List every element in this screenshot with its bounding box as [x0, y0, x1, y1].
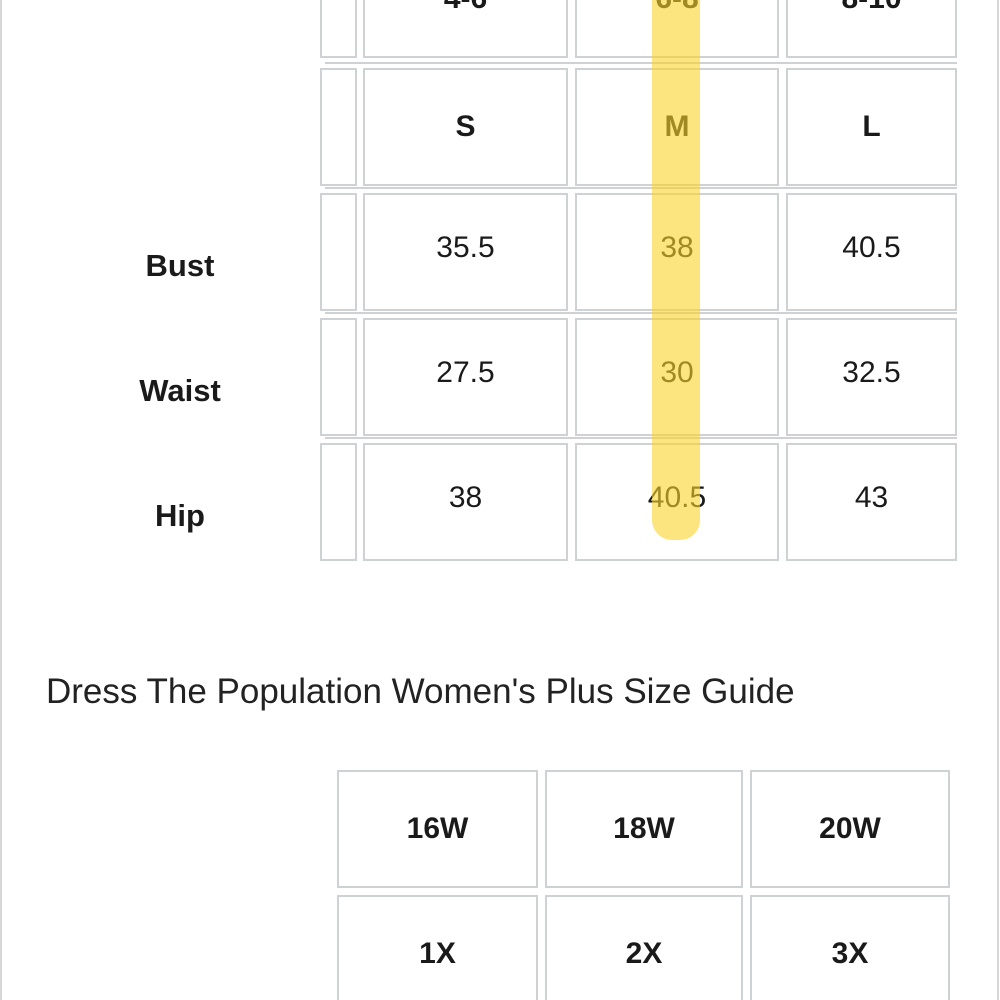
row-rule	[325, 312, 957, 314]
label-cell	[320, 0, 357, 58]
plus-size-cell: 1X	[337, 895, 538, 1000]
size-header-cell: M	[575, 68, 779, 186]
plus-heading: Dress The Population Women's Plus Size G…	[46, 672, 795, 711]
plus-size-cell: 20W	[750, 770, 950, 888]
size-header-cell: 8-10	[786, 0, 957, 58]
measure-cell: 38	[363, 443, 568, 561]
row-rule	[325, 187, 957, 189]
plus-size-cell: 3X	[750, 895, 950, 1000]
measure-cell: 35.5	[363, 193, 568, 311]
size-header-cell: S	[363, 68, 568, 186]
measure-cell: 40.5	[575, 443, 779, 561]
label-cell	[320, 443, 357, 561]
size-header-cell: L	[786, 68, 957, 186]
measure-label: Hip	[155, 498, 205, 533]
label-cell	[320, 68, 357, 186]
size-header-cell: 4-6	[363, 0, 568, 58]
measure-label: Waist	[139, 373, 221, 408]
label-cell	[320, 318, 357, 436]
measure-cell: 27.5	[363, 318, 568, 436]
measure-cell: 40.5	[786, 193, 957, 311]
row-rule	[325, 62, 957, 64]
plus-size-cell: 18W	[545, 770, 743, 888]
measure-cell: 38	[575, 193, 779, 311]
row-rule	[325, 437, 957, 439]
left-edge	[0, 0, 2, 1000]
right-edge	[997, 0, 999, 1000]
measure-cell: 32.5	[786, 318, 957, 436]
measure-label: Bust	[145, 248, 215, 283]
measure-cell: 43	[786, 443, 957, 561]
label-cell	[320, 193, 357, 311]
measure-cell: 30	[575, 318, 779, 436]
plus-size-cell: 16W	[337, 770, 538, 888]
plus-size-cell: 2X	[545, 895, 743, 1000]
size-header-cell: 6-8	[575, 0, 779, 58]
